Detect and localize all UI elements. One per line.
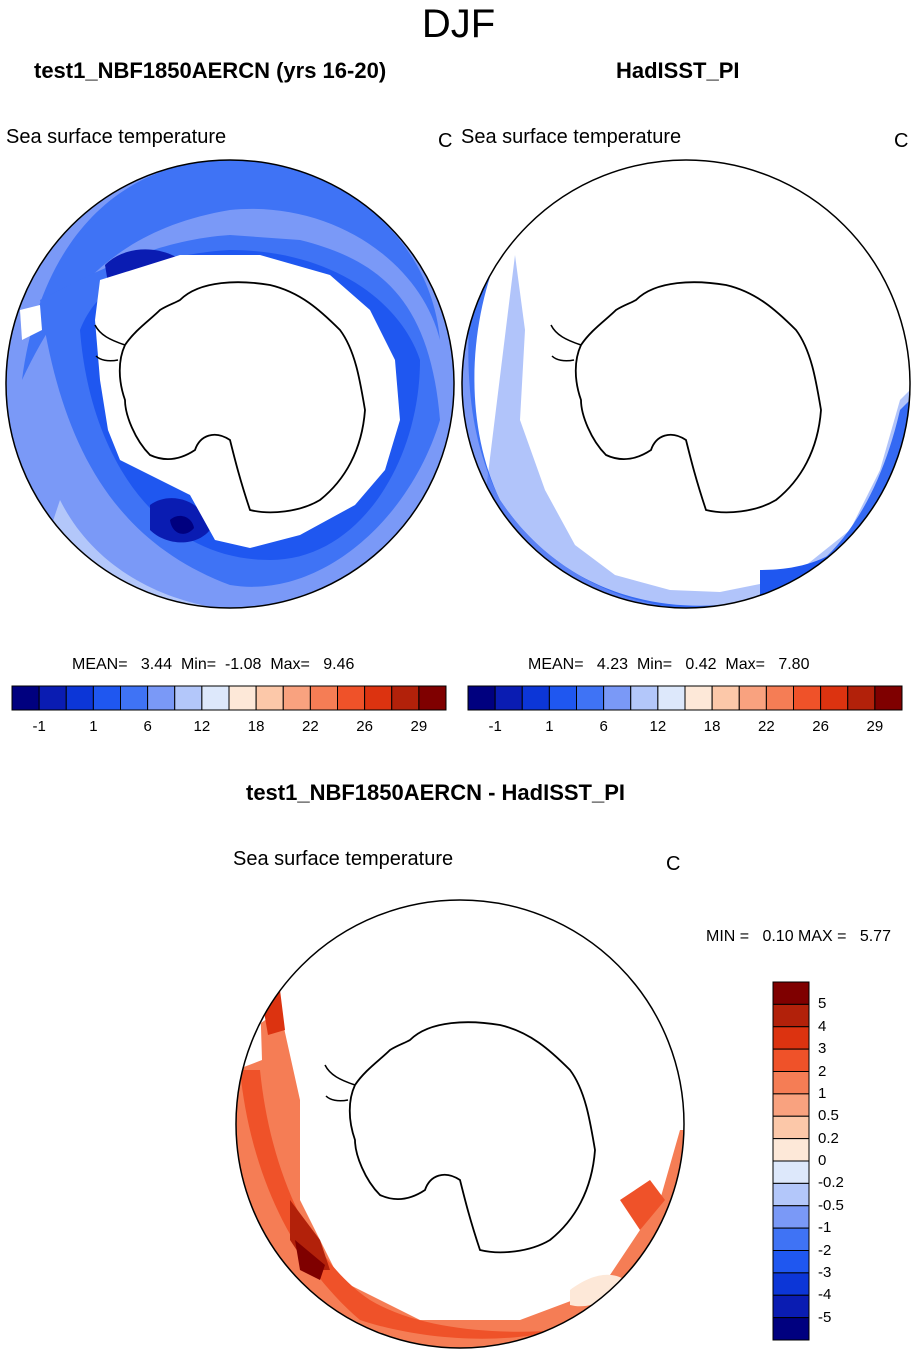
diff-colorbar-tick-label: 0: [818, 1152, 827, 1169]
model-colorbar-tick-label: 26: [356, 718, 373, 735]
diff-units-label: C: [666, 853, 681, 875]
diff-colorbar-box: [772, 1205, 810, 1229]
diff-colorbar-tick-label: -3: [818, 1263, 832, 1281]
model-colorbar-box: [65, 685, 94, 711]
diff-colorbar-box: [772, 1003, 810, 1028]
model-colorbar-tick-label: 6: [143, 718, 152, 735]
diff-colorbar-tick-label: 4: [818, 1017, 827, 1035]
diff-colorbar-tick-label: 2: [818, 1062, 827, 1080]
diff-stats: MIN = 0.10 MAX = 5.77: [706, 928, 891, 945]
obs-colorbar-tick-label: 1: [545, 718, 554, 735]
obs-colorbar: [467, 685, 903, 711]
obs-colorbar-tick-label: 6: [599, 718, 608, 735]
diff-colorbar-box: [772, 1317, 810, 1341]
diff-colorbar-ticks: 5 4 3 2 1 0.5 0.2 0 -0.2 -0.5 -1 -2 -3 -4 -5: [818, 982, 878, 1340]
obs-colorbar-tick-label: 29: [866, 718, 884, 735]
model-colorbar: [11, 685, 447, 711]
diff-colorbar-box: [772, 981, 810, 1005]
model-colorbar-box: [391, 685, 420, 711]
obs-colorbar-box: [521, 685, 550, 711]
diff-colorbar-box: [772, 1115, 810, 1140]
obs-colorbar-box: [548, 685, 577, 711]
diff-colorbar-box: [772, 1250, 810, 1274]
model-colorbar-box: [38, 685, 67, 711]
model-colorbar-box: [282, 685, 311, 711]
figure-title: DJF: [421, 2, 496, 46]
model-variable-label: Sea surface temperature: [6, 126, 227, 148]
diff-colorbar-tick-label: -0.5: [818, 1196, 844, 1214]
diff-colorbar: [772, 981, 810, 1341]
obs-colorbar-tick-label: 18: [703, 718, 721, 735]
diff-colorbar-tick-label: 0.5: [818, 1107, 839, 1125]
model-colorbar-box: [201, 685, 230, 711]
diff-colorbar-tick-label: -5: [818, 1308, 832, 1326]
obs-units-label: C: [894, 130, 909, 152]
model-stats: MEAN= 3.44 Min= -1.08 Max= 9.46: [72, 656, 355, 673]
diff-colorbar-tick-label: 0.2: [818, 1129, 839, 1147]
obs-colorbar-box: [874, 685, 903, 711]
diff-colorbar-box: [772, 1294, 810, 1319]
obs-panel-title: HadISST_PI: [616, 58, 740, 83]
obs-colorbar-ticks: -1 1 6 12 18 22 26 29: [468, 718, 902, 738]
model-colorbar-box: [418, 685, 447, 711]
diff-panel-title: test1_NBF1850AERCN - HadISST_PI: [246, 780, 626, 805]
diff-colorbar-tick-label: 5: [818, 995, 827, 1013]
model-colorbar-box: [147, 685, 176, 711]
diff-colorbar-box: [772, 1182, 810, 1207]
obs-colorbar-box: [630, 685, 659, 711]
model-colorbar-tick-label: 22: [302, 718, 319, 735]
diff-colorbar-box: [772, 1026, 810, 1050]
diff-colorbar-box: [772, 1071, 810, 1095]
obs-colorbar-tick-label: 26: [812, 718, 829, 735]
diff-colorbar-tick-label: -2: [818, 1241, 832, 1259]
model-colorbar-tick-label: 12: [193, 718, 211, 735]
model-colorbar-tick-label: 29: [410, 718, 428, 735]
diff-variable-label: Sea surface temperature: [233, 848, 454, 870]
diff-colorbar-tick-label: -4: [818, 1286, 832, 1304]
obs-variable-label: Sea surface temperature: [461, 126, 682, 148]
model-colorbar-tick-label: 18: [247, 718, 265, 735]
diff-colorbar-tick-label: 3: [818, 1040, 827, 1058]
model-colorbar-box: [92, 685, 121, 711]
obs-colorbar-box: [603, 685, 632, 711]
diff-colorbar-tick-label: 1: [818, 1084, 827, 1102]
obs-colorbar-tick-label: 22: [758, 718, 775, 735]
obs-colorbar-tick-label: 12: [649, 718, 667, 735]
model-colorbar-box: [364, 685, 393, 711]
obs-colorbar-box: [684, 685, 713, 711]
diff-colorbar-box: [772, 1048, 810, 1072]
diff-colorbar-box: [772, 1093, 810, 1117]
model-colorbar-tick-label: -1: [32, 718, 46, 735]
diff-colorbar-box: [772, 1227, 810, 1251]
diff-colorbar-tick-label: -1: [818, 1219, 832, 1237]
model-panel-title: test1_NBF1850AERCN (yrs 16-20): [34, 58, 387, 83]
model-colorbar-tick-label: 1: [89, 718, 98, 735]
obs-colorbar-tick-label: -1: [488, 718, 502, 735]
obs-colorbar-box: [576, 685, 605, 711]
diff-colorbar-box: [772, 1138, 810, 1162]
diff-colorbar-tick-label: -0.2: [818, 1174, 844, 1192]
model-colorbar-box: [11, 685, 40, 711]
diff-colorbar-box: [772, 1160, 810, 1184]
model-units-label: C: [438, 130, 453, 152]
model-colorbar-box: [120, 685, 149, 711]
model-colorbar-box: [337, 685, 366, 711]
model-colorbar-ticks: -1 1 6 12 18 22 26 29: [12, 718, 446, 738]
obs-colorbar-box: [467, 685, 496, 711]
obs-stats: MEAN= 4.23 Min= 0.42 Max= 7.80: [528, 656, 810, 673]
diff-colorbar-box: [772, 1272, 810, 1296]
